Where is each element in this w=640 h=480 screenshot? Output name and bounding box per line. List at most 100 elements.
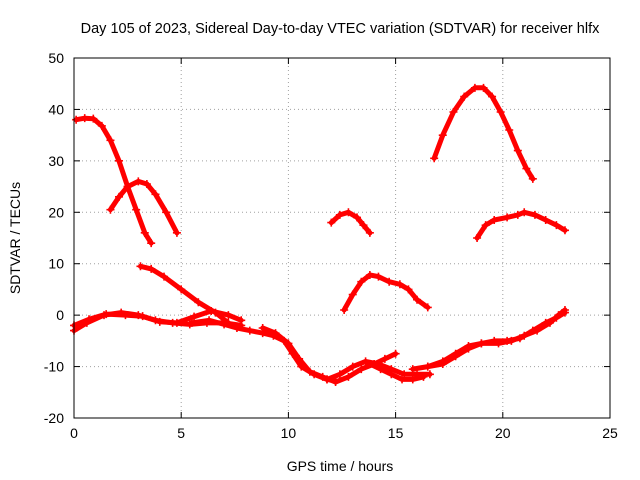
- data-point: [258, 324, 267, 332]
- y-tick-label: 10: [48, 256, 64, 272]
- data-point: [438, 131, 447, 140]
- series-arc-14: [410, 310, 568, 372]
- data-point: [115, 156, 124, 165]
- series-arc-12: [431, 85, 536, 182]
- data-point: [530, 210, 539, 219]
- data-point: [507, 336, 516, 345]
- data-point: [322, 375, 331, 384]
- axis-ticks: 0 5 10 15 20 25 -20 -10 0 10 20 30 40 50: [44, 50, 618, 441]
- data-point: [147, 264, 156, 273]
- chart-title: Day 105 of 2023, Sidereal Day-to-day VTE…: [81, 21, 600, 37]
- y-tick-label: 40: [48, 101, 64, 117]
- data-point: [340, 306, 349, 314]
- series-arc-02: [107, 178, 180, 236]
- data-point: [552, 221, 561, 230]
- data-point: [106, 136, 115, 145]
- data-point: [423, 362, 432, 371]
- x-tick-label: 0: [70, 425, 78, 441]
- x-tick-label: 10: [281, 425, 297, 441]
- data-point: [72, 115, 81, 124]
- data-point: [496, 108, 505, 116]
- data-point: [172, 318, 181, 327]
- data-point: [398, 375, 407, 384]
- data-point: [224, 311, 233, 320]
- data-point: [404, 285, 413, 294]
- y-tick-label: -20: [44, 410, 64, 426]
- series-arc-11: [341, 272, 431, 313]
- data-point: [505, 126, 514, 134]
- data-point: [387, 370, 396, 379]
- data-point: [395, 280, 404, 289]
- data-point: [528, 174, 537, 183]
- data-point: [160, 272, 169, 281]
- y-tick-label: 20: [48, 204, 64, 220]
- x-tick-label: 15: [388, 425, 404, 441]
- data-point: [271, 329, 280, 338]
- data-point: [490, 216, 499, 224]
- data-point: [89, 114, 98, 123]
- x-axis-label: GPS time / hours: [287, 458, 394, 474]
- data-point: [359, 221, 368, 230]
- data-point: [470, 83, 479, 92]
- grid-lines: [74, 58, 610, 418]
- y-tick-label: 0: [56, 307, 64, 323]
- data-point: [479, 83, 488, 92]
- data-point: [522, 164, 531, 173]
- data-point: [374, 272, 383, 281]
- data-point: [177, 285, 186, 294]
- data-point: [554, 311, 563, 320]
- data-point: [102, 310, 111, 319]
- data-point: [451, 352, 460, 361]
- series-arc-15: [425, 307, 568, 370]
- data-point: [207, 307, 216, 316]
- data-point: [520, 331, 529, 340]
- series-arc-07: [260, 325, 399, 385]
- data-point: [132, 205, 141, 214]
- data-point: [106, 205, 115, 214]
- data-point: [220, 320, 229, 329]
- x-tick-label: 5: [177, 425, 185, 441]
- data-point: [376, 365, 385, 374]
- data-point: [464, 344, 473, 353]
- data-point: [408, 375, 417, 384]
- data-point: [380, 354, 389, 363]
- data-point: [560, 226, 569, 235]
- data-point: [560, 306, 569, 314]
- data-point: [232, 324, 241, 332]
- x-tick-label: 20: [495, 425, 511, 441]
- data-point: [353, 213, 362, 222]
- data-point: [237, 316, 246, 325]
- data-point: [172, 228, 181, 237]
- data-point: [295, 354, 304, 363]
- data-point: [361, 357, 370, 366]
- series-arc-10: [328, 209, 373, 236]
- data-point: [194, 298, 203, 307]
- data-point: [121, 311, 130, 320]
- data-point: [205, 316, 214, 325]
- data-point: [365, 271, 374, 280]
- data-point: [357, 277, 366, 286]
- data-point: [481, 221, 490, 230]
- data-point: [503, 213, 512, 222]
- data-point: [318, 372, 327, 381]
- data-point: [147, 239, 156, 248]
- data-point: [138, 312, 147, 321]
- data-point: [134, 177, 143, 186]
- data-point: [413, 295, 422, 304]
- data-point: [97, 121, 106, 130]
- data-point: [391, 349, 400, 358]
- data-point: [477, 339, 486, 348]
- y-tick-label: 50: [48, 50, 64, 66]
- data-point: [115, 192, 124, 201]
- data-point: [335, 210, 344, 219]
- data-point: [408, 365, 417, 374]
- data-point: [162, 208, 171, 217]
- data-point: [284, 339, 293, 348]
- data-point: [190, 312, 199, 321]
- data-point: [438, 360, 447, 368]
- data-point: [513, 146, 522, 155]
- data-point: [520, 208, 529, 217]
- data-point: [357, 365, 366, 374]
- data-point: [449, 108, 458, 116]
